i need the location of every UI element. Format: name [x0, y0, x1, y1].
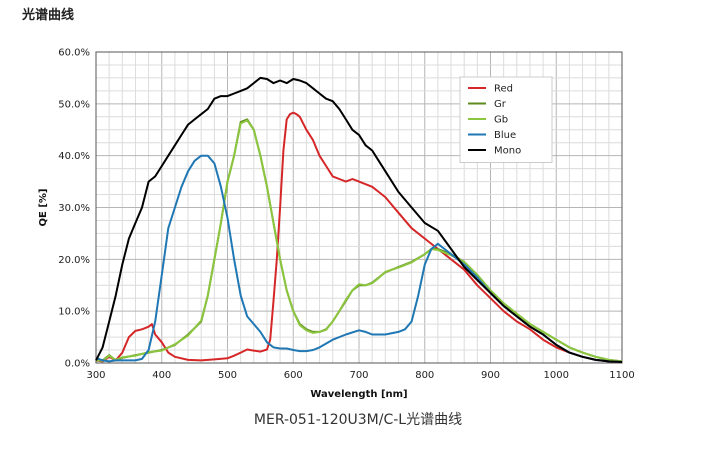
page-heading: 光谱曲线 [22, 8, 75, 23]
y-tick-label: 50.0% [58, 99, 90, 110]
x-tick-label: 900 [481, 370, 500, 381]
legend-label-gb: Gb [494, 115, 508, 126]
x-tick-label: 800 [415, 370, 434, 381]
y-tick-label: 40.0% [58, 151, 90, 162]
chart-caption: MER-051-120U3M/C-L光谱曲线 [253, 412, 463, 428]
x-tick-label: 1100 [609, 370, 634, 381]
x-tick-label: 1000 [544, 370, 569, 381]
series-line-mono [95, 76, 623, 363]
y-tick-label: 10.0% [58, 307, 90, 318]
x-tick-label: 600 [284, 370, 303, 381]
legend-label-blue: Blue [494, 130, 516, 141]
y-axis-label: QE [%] [38, 189, 49, 227]
y-tick-label: 30.0% [58, 203, 90, 214]
y-tick-label: 60.0% [58, 48, 90, 59]
plot-frame [95, 51, 623, 364]
series-line-gb [95, 119, 623, 363]
qe-chart: 300 400 500 600 700 800 900 1000 1100 0.0% 10.0% 20… [38, 48, 635, 401]
legend-label-red: Red [494, 84, 513, 95]
axis-ticks: 300 400 500 600 700 800 900 1000 1100 0.0% 10.0% 20… [58, 48, 635, 382]
x-tick-label: 300 [86, 370, 105, 381]
x-tick-label: 500 [218, 370, 237, 381]
y-tick-label: 20.0% [58, 255, 90, 266]
chart-grid [95, 51, 623, 364]
legend-label-mono: Mono [494, 146, 521, 157]
series-line-red [95, 111, 623, 363]
legend-label-gr: Gr [494, 99, 507, 110]
series-layer [95, 76, 623, 363]
y-tick-label: 0.0% [65, 359, 90, 370]
legend: Red Gr Gb Blue Mono [459, 76, 553, 163]
x-tick-label: 400 [152, 370, 171, 381]
x-axis-label: Wavelength [nm] [310, 389, 407, 400]
x-tick-label: 700 [349, 370, 368, 381]
